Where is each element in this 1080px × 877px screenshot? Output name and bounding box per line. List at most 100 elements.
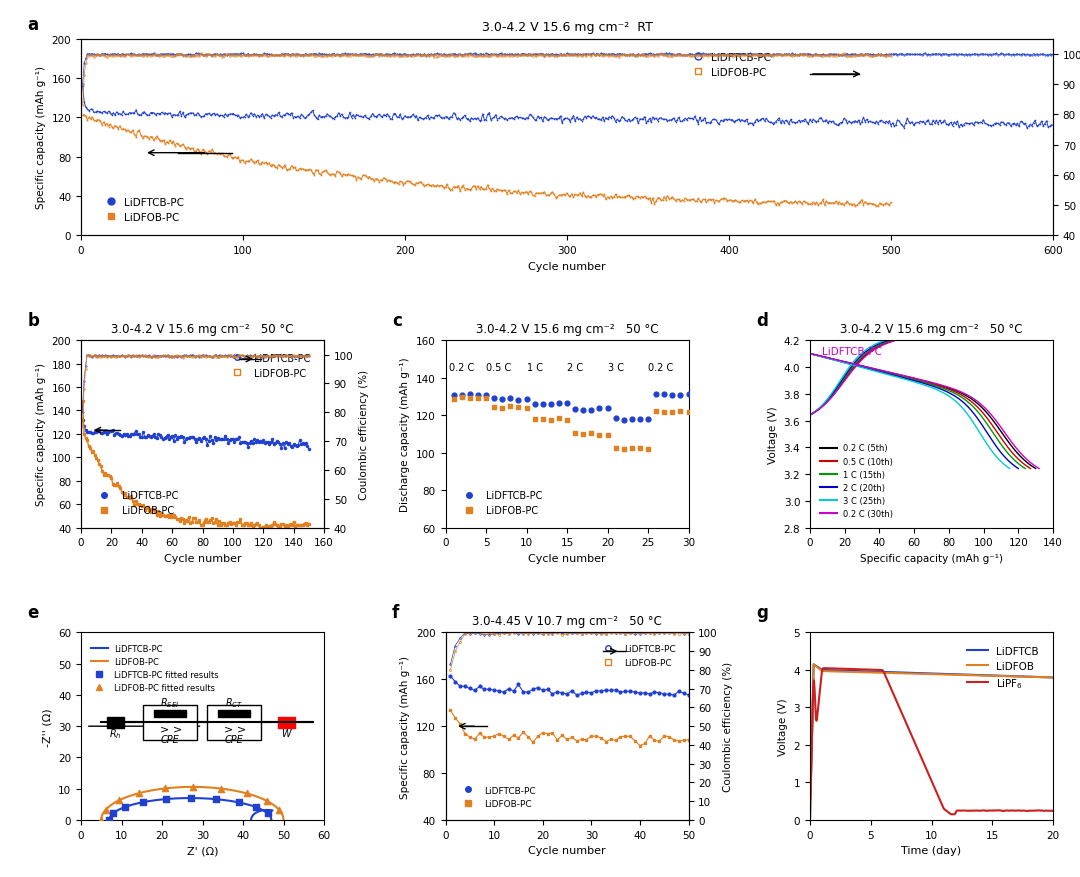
Text: b: b xyxy=(28,312,39,330)
Y-axis label: Coulombic efficiency (%): Coulombic efficiency (%) xyxy=(359,369,369,499)
Point xyxy=(567,403,584,417)
Point xyxy=(259,807,276,821)
Point xyxy=(502,400,519,414)
Point xyxy=(639,443,657,457)
LiDFOB xyxy=(1040,673,1053,683)
Title: 3.0-4.2 V 15.6 mg cm⁻²   50 °C: 3.0-4.2 V 15.6 mg cm⁻² 50 °C xyxy=(111,323,294,336)
Point xyxy=(623,412,640,426)
Point xyxy=(616,413,633,427)
Point xyxy=(183,791,200,805)
Text: 3 C: 3 C xyxy=(608,362,623,373)
Point xyxy=(526,413,543,427)
Y-axis label: Discharge capacity (mAh g⁻¹): Discharge capacity (mAh g⁻¹) xyxy=(401,357,410,511)
Point xyxy=(535,412,552,426)
Y-axis label: Specific capacity (mAh g⁻¹): Specific capacity (mAh g⁻¹) xyxy=(36,363,46,506)
Point xyxy=(631,412,648,426)
Legend: 0.2 C (5th), 0.5 C (10th), 1 C (15th), 2 C (20th), 3 C (25th), 0.2 C (30th): 0.2 C (5th), 0.5 C (10th), 1 C (15th), 2… xyxy=(816,440,896,522)
Point xyxy=(157,781,174,795)
Point xyxy=(656,405,673,419)
Title: 3.0-4.2 V 15.6 mg cm⁻²   50 °C: 3.0-4.2 V 15.6 mg cm⁻² 50 °C xyxy=(476,323,658,336)
Point xyxy=(526,397,543,411)
X-axis label: Z' (Ω): Z' (Ω) xyxy=(187,845,218,855)
Point xyxy=(558,414,576,428)
Point xyxy=(158,792,175,806)
Point xyxy=(502,392,519,406)
Point xyxy=(247,801,265,815)
Legend: LiDFTCB-PC, LiDFOB-PC: LiDFTCB-PC, LiDFOB-PC xyxy=(456,487,546,519)
Y-axis label: -Z'' (Ω): -Z'' (Ω) xyxy=(42,707,53,745)
X-axis label: Time (day): Time (day) xyxy=(902,845,961,855)
X-axis label: Cycle number: Cycle number xyxy=(528,845,606,855)
Title: 3.0-4.45 V 10.7 mg cm⁻²   50 °C: 3.0-4.45 V 10.7 mg cm⁻² 50 °C xyxy=(472,615,662,627)
Point xyxy=(591,429,608,443)
Point xyxy=(607,442,624,456)
Point xyxy=(134,795,151,809)
Point xyxy=(461,391,478,405)
Point xyxy=(648,388,665,402)
Point xyxy=(97,802,114,816)
LiPF$_6$ xyxy=(922,768,935,779)
Point xyxy=(470,391,487,405)
Text: c: c xyxy=(392,312,402,330)
Point xyxy=(445,389,462,403)
X-axis label: Cycle number: Cycle number xyxy=(528,553,606,563)
Point xyxy=(494,393,511,407)
Point xyxy=(207,792,225,806)
Legend: LiDFTCB-PC, LiDFOB-PC, LiDFTCB-PC fitted results, LiDFOB-PC fitted results: LiDFTCB-PC, LiDFOB-PC, LiDFTCB-PC fitted… xyxy=(87,641,222,695)
LiDFOB xyxy=(1047,673,1059,683)
Point xyxy=(110,794,127,808)
Point xyxy=(454,391,471,405)
Point xyxy=(461,388,478,402)
Point xyxy=(230,795,247,809)
Point xyxy=(518,402,536,416)
Legend: LiDFTCB-PC, LiDFOB-PC: LiDFTCB-PC, LiDFOB-PC xyxy=(96,194,188,227)
Y-axis label: Voltage (V): Voltage (V) xyxy=(778,697,788,755)
Title: 3.0-4.2 V 15.6 mg cm⁻²  RT: 3.0-4.2 V 15.6 mg cm⁻² RT xyxy=(482,21,652,34)
Point xyxy=(616,442,633,456)
LiPF$_6$ xyxy=(1040,805,1053,816)
Line: LiDFOB: LiDFOB xyxy=(810,665,1053,820)
Text: 0.2 C: 0.2 C xyxy=(449,362,474,373)
Line: LiPF$_6$: LiPF$_6$ xyxy=(810,668,1053,815)
Point xyxy=(470,389,487,403)
LiDFOB xyxy=(807,660,820,670)
Point xyxy=(680,405,698,419)
LiPF$_6$ xyxy=(815,665,828,675)
Point xyxy=(105,806,122,820)
Text: 1 C: 1 C xyxy=(527,362,542,373)
Point xyxy=(631,441,648,455)
Point xyxy=(486,401,503,415)
LiDFOB xyxy=(816,666,829,676)
Point xyxy=(680,388,698,402)
LiPF$_6$ xyxy=(916,753,929,764)
LiDFTCB xyxy=(816,665,829,675)
Title: 3.0-4.2 V 15.6 mg cm⁻²   50 °C: 3.0-4.2 V 15.6 mg cm⁻² 50 °C xyxy=(840,323,1023,336)
Text: a: a xyxy=(28,16,39,33)
Text: 2 C: 2 C xyxy=(567,362,583,373)
Point xyxy=(271,803,288,817)
Legend: LiDFTCB-PC, LiDFOB-PC: LiDFTCB-PC, LiDFOB-PC xyxy=(91,487,183,519)
Point xyxy=(672,404,689,418)
Point xyxy=(258,794,275,808)
Point xyxy=(486,391,503,405)
Point xyxy=(639,412,657,426)
Point xyxy=(551,397,568,411)
Point xyxy=(623,442,640,456)
Point xyxy=(213,781,230,795)
Point xyxy=(510,401,527,415)
LiDFOB xyxy=(922,669,935,680)
Legend: LiDFTCB-PC, LiDFOB-PC: LiDFTCB-PC, LiDFOB-PC xyxy=(455,782,539,812)
LiPF$_6$ xyxy=(818,663,831,674)
Point xyxy=(518,393,536,407)
Text: g: g xyxy=(756,603,768,622)
Line: LiDFTCB: LiDFTCB xyxy=(810,665,1053,820)
Point xyxy=(558,396,576,410)
Point xyxy=(598,401,616,415)
LiDFTCB xyxy=(1047,673,1059,683)
Point xyxy=(663,389,680,403)
Point xyxy=(607,411,624,425)
Text: d: d xyxy=(756,312,768,330)
Point xyxy=(117,800,134,814)
LiDFTCB xyxy=(1040,672,1053,682)
Point xyxy=(567,427,584,441)
